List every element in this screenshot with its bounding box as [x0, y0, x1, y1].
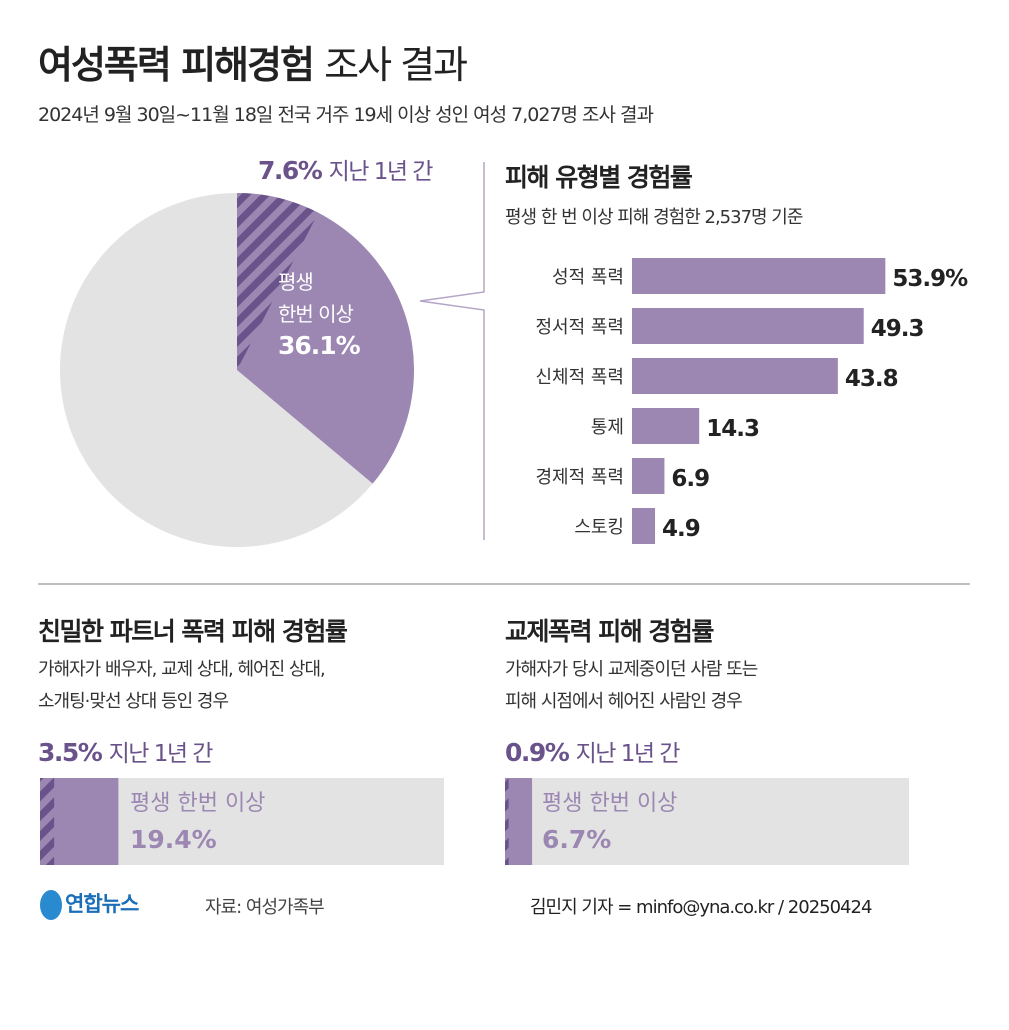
bar-subtitle: 평생 한 번 이상 피해 경험한 2,537명 기준 — [505, 207, 803, 228]
ipv-title: 친밀한 파트너 폭력 피해 경험률 — [38, 617, 348, 646]
bar-category: 스토킹 — [574, 517, 624, 538]
bar — [632, 358, 838, 394]
total-bar — [505, 778, 909, 865]
bar-category: 경제적 폭력 — [535, 467, 624, 488]
ipv-note: 가해자가 배우자, 교제 상대, 헤어진 상대, 소개팅·맞선 상대 등인 경우 — [38, 659, 326, 712]
credit: 김민지 기자 = minfo@yna.co.kr / 20250424 — [530, 897, 872, 918]
bar-category: 성적 폭력 — [552, 267, 624, 288]
pie-slice-year — [237, 193, 319, 370]
ipv-year: 3.5% 지난 1년 간 — [38, 738, 213, 767]
bar-category: 신체적 폭력 — [535, 367, 624, 388]
bar-category: 통제 — [591, 417, 624, 438]
bar-value-label: 43.8 — [845, 366, 898, 392]
bar-category: 정서적 폭력 — [535, 317, 624, 338]
subtitle: 2024년 9월 30일~11월 18일 전국 거주 19세 이상 성인 여성 … — [38, 104, 654, 126]
page-title: 여성폭력 피해경험 조사 결과 — [38, 43, 468, 87]
pie-life-label: 평생 한번 이상 36.1% — [278, 270, 361, 360]
yonhap-logo: 연합뉴스 — [40, 888, 139, 920]
source: 자료: 여성가족부 — [205, 897, 325, 918]
year-bar — [505, 778, 509, 865]
ipv-life: 평생 한번 이상 19.4% — [130, 791, 266, 854]
lifetime-bar — [505, 778, 533, 865]
bar — [632, 508, 656, 544]
dating-year: 0.9% 지난 1년 간 — [505, 738, 680, 767]
mini-bars — [40, 778, 909, 865]
dating-note: 가해자가 당시 교제중이던 사람 또는 피해 시점에서 헤어진 사람인 경우 — [505, 659, 758, 712]
bar-chart: 성적 폭력 53.9% 정서적 폭력 49.3 신체적 폭력 43.8 통제 14.3 경제적 … — [535, 258, 969, 544]
bar — [632, 308, 864, 344]
year-bar — [40, 778, 55, 865]
bar-value-label: 49.3 — [871, 316, 924, 342]
logo-icon — [40, 890, 62, 920]
callout-line — [419, 162, 485, 540]
bar-value-label: 53.9% — [892, 266, 968, 292]
bar-value-label: 14.3 — [706, 416, 759, 442]
bar — [632, 258, 886, 294]
bar-title: 피해 유형별 경험률 — [505, 163, 693, 192]
bar — [632, 408, 700, 444]
pie-slice-rest — [59, 193, 373, 547]
bar-value-label: 6.9 — [671, 466, 709, 492]
dating-title: 교제폭력 피해 경험률 — [505, 617, 714, 646]
pie-chart — [59, 193, 414, 547]
dating-life: 평생 한번 이상 6.7% — [542, 791, 678, 854]
bar — [632, 458, 665, 494]
bar-value-label: 4.9 — [662, 516, 700, 542]
pie-year-label: 7.6% 지난 1년 간 — [258, 156, 433, 185]
